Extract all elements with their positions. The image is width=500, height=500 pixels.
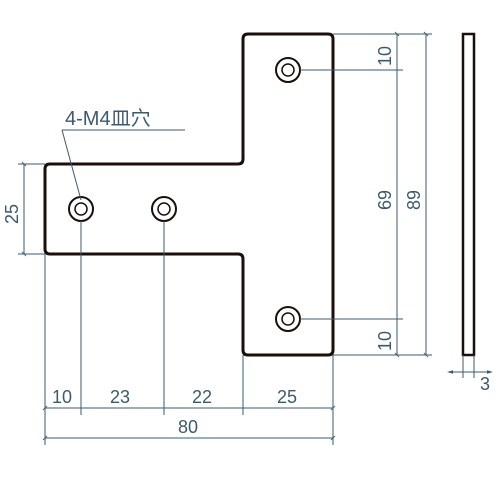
dim-h-25: 25: [277, 387, 297, 407]
hole-2-outer: [152, 197, 176, 221]
side-view: [463, 34, 474, 355]
hole-1-outer: [69, 197, 93, 221]
hole-4-inner: [282, 313, 294, 325]
dim-v-10t: 10: [375, 46, 395, 66]
dim-v-89: 89: [404, 190, 424, 210]
hole-3-inner: [282, 64, 294, 76]
dim-v-10b: 10: [375, 331, 395, 351]
dim-v-25: 25: [2, 204, 22, 224]
dim-h-23: 23: [110, 387, 130, 407]
dim-h-10: 10: [52, 387, 72, 407]
dim-thickness: 3: [480, 374, 490, 394]
hole-1-inner: [75, 203, 87, 215]
v-dim-left: 25: [2, 164, 45, 254]
dim-h-80: 80: [178, 417, 198, 437]
hole-annotation: 4-M4皿穴: [65, 107, 151, 130]
hole-3-outer: [276, 58, 300, 82]
thickness-dim: 3: [450, 355, 490, 394]
v-dim-right-total: 89: [404, 34, 426, 355]
dim-h-22: 22: [192, 387, 212, 407]
h-dim-total: 80: [45, 417, 333, 438]
hole-4-outer: [276, 307, 300, 331]
dim-v-69: 69: [375, 190, 395, 210]
hole-2-inner: [158, 203, 170, 215]
v-dims-right-inner: 10 69 10: [375, 34, 402, 355]
h-dims-row1: 10 23 22 25: [45, 387, 333, 413]
